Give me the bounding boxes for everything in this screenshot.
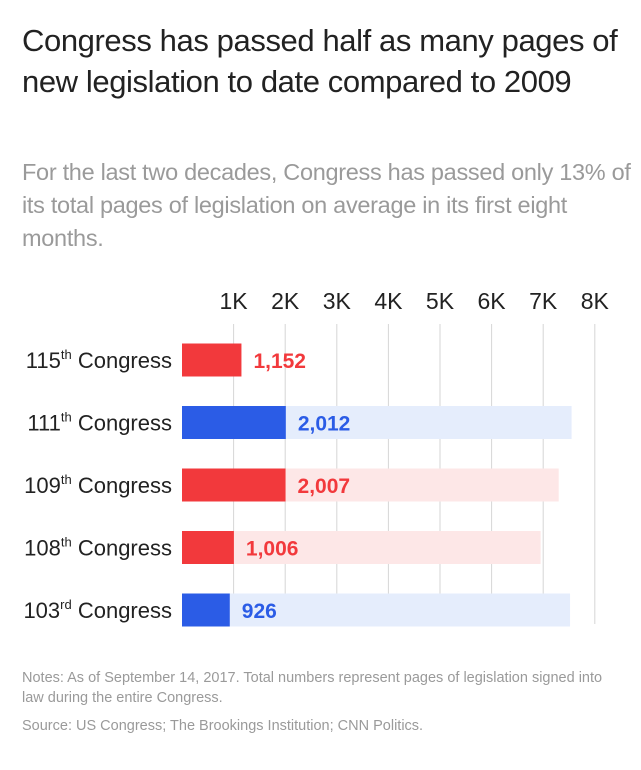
x-tick-label: 5K [426, 288, 455, 314]
x-tick-label: 8K [581, 288, 610, 314]
chart-title: Congress has passed half as many pages o… [22, 23, 618, 99]
total-bar [182, 531, 541, 564]
category-labels: 115th Congress 111th Congress 109th Congre… [23, 347, 172, 623]
category-label: 115th Congress [26, 347, 172, 373]
chart-notes: Notes: As of September 14, 2017. Total n… [22, 670, 603, 706]
value-label: 1,006 [246, 538, 299, 561]
total-bars [182, 406, 572, 627]
value-label: 2,012 [298, 413, 351, 436]
x-tick-label: 4K [374, 288, 403, 314]
value-label: 1,152 [253, 350, 306, 373]
x-tick-label: 7K [529, 288, 558, 314]
value-labels: 1,152 2,012 2,007 1,006 926 [242, 350, 351, 623]
chart-subtitle: For the last two decades, Congress has p… [22, 159, 631, 251]
bar-chart: 1K 2K 3K 4K 5K 6K 7K 8K 1,152 2,012 2,007 1,006 926… [23, 288, 610, 627]
chart-source: Source: US Congress; The Brookings Insti… [22, 718, 424, 734]
category-label: 111th Congress [27, 410, 172, 436]
value-label: 926 [242, 600, 277, 623]
x-axis-ticks: 1K 2K 3K 4K 5K 6K 7K 8K [220, 288, 610, 314]
x-tick-label: 1K [220, 288, 249, 314]
category-label: 103rd Congress [23, 597, 172, 623]
x-tick-label: 3K [323, 288, 352, 314]
total-bar [182, 593, 571, 627]
x-tick-label: 6K [478, 288, 507, 314]
to-date-bar [182, 468, 286, 502]
to-date-bars [182, 343, 286, 627]
x-tick-label: 2K [271, 288, 300, 314]
category-label: 108th Congress [24, 535, 172, 561]
to-date-bar [182, 593, 230, 627]
to-date-bar [182, 343, 242, 377]
to-date-bar [182, 531, 234, 564]
value-label: 2,007 [298, 475, 351, 498]
to-date-bar [182, 406, 286, 439]
category-label: 109th Congress [24, 472, 172, 498]
